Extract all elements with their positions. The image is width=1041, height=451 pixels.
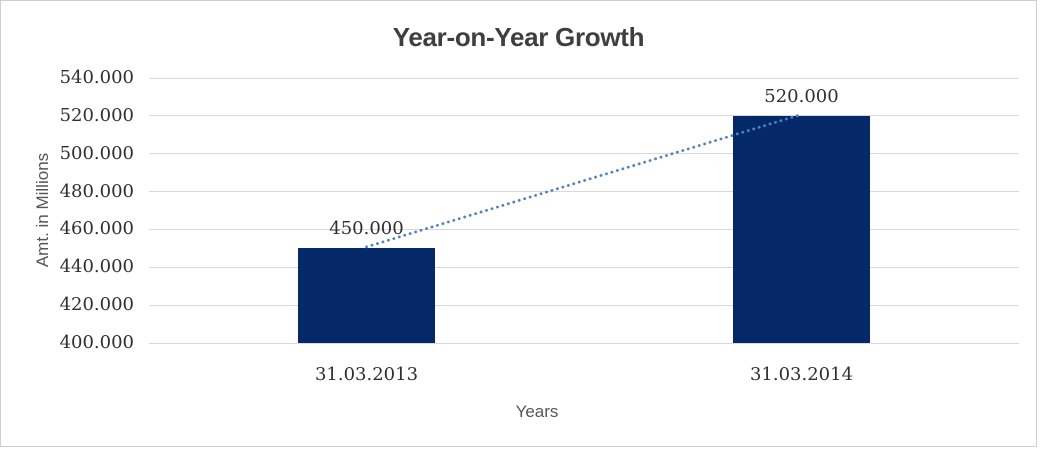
gridline [149,153,1019,155]
y-tick-label: 520.000 [59,104,134,126]
gridline [149,304,1019,306]
y-tick-label: 440.000 [59,256,134,278]
chart-title: Year-on-Year Growth [392,22,645,52]
gridline [149,342,1019,344]
bar-value-label: 450.000 [329,218,404,240]
y-tick-label: 480.000 [59,180,134,202]
y-axis-title: Amt. in Millions [33,152,52,268]
gridline [149,228,1019,230]
y-tick-label: 540.000 [59,67,134,88]
y-tick-label: 460.000 [59,218,134,240]
gridline [149,191,1019,193]
y-tick-label: 400.000 [59,332,134,353]
x-axis-title: Years [515,402,559,421]
gridline [149,77,1019,79]
x-category-label: 31.03.2014 [749,364,854,385]
y-tick-label: 420.000 [59,294,134,316]
bar [733,115,870,343]
x-category-label: 31.03.2013 [314,364,419,385]
bar-value-label: 520.000 [764,85,839,107]
gridline [149,115,1019,117]
bar [298,248,435,343]
y-tick-label: 500.000 [59,142,134,164]
gridline [149,266,1019,268]
